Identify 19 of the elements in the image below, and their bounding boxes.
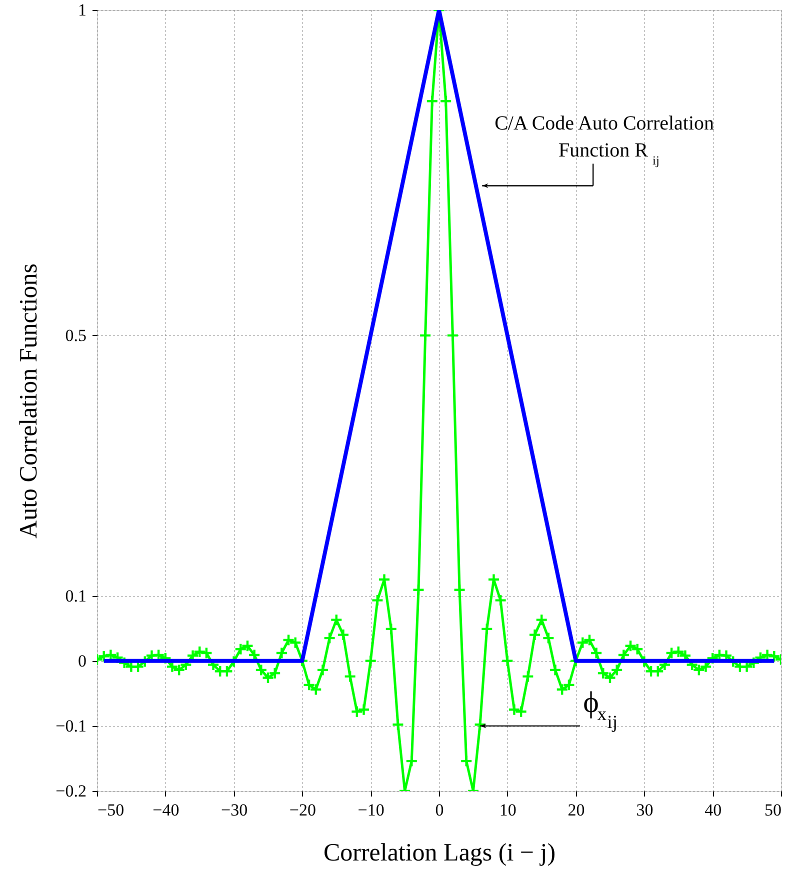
y-tick-label: 0 (78, 651, 86, 670)
y-tick-label: 1 (78, 0, 86, 20)
x-tick-label: −20 (289, 800, 316, 820)
y-tick-label: 0.5 (65, 326, 86, 345)
x-tick-label: 30 (636, 800, 654, 820)
x-tick-label: 0 (435, 800, 444, 820)
x-axis-title: Correlation Lags (i − j) (323, 840, 556, 866)
x-tick-label: 10 (499, 800, 516, 820)
x-tick-label: −30 (221, 800, 248, 820)
x-tick-label: 40 (704, 800, 722, 820)
y-axis-title: Auto Correlation Functions (16, 264, 43, 538)
x-tick-label: 50 (764, 800, 782, 820)
x-tick-label: −10 (358, 800, 384, 820)
x-tick-label: −50 (98, 800, 124, 820)
y-tick-label: 0.1 (65, 586, 86, 606)
y-tick-label: −0.2 (56, 782, 86, 800)
x-tick-label: 20 (568, 800, 585, 820)
x-tick-label: −40 (152, 800, 180, 820)
y-tick-label: −0.1 (56, 716, 86, 736)
